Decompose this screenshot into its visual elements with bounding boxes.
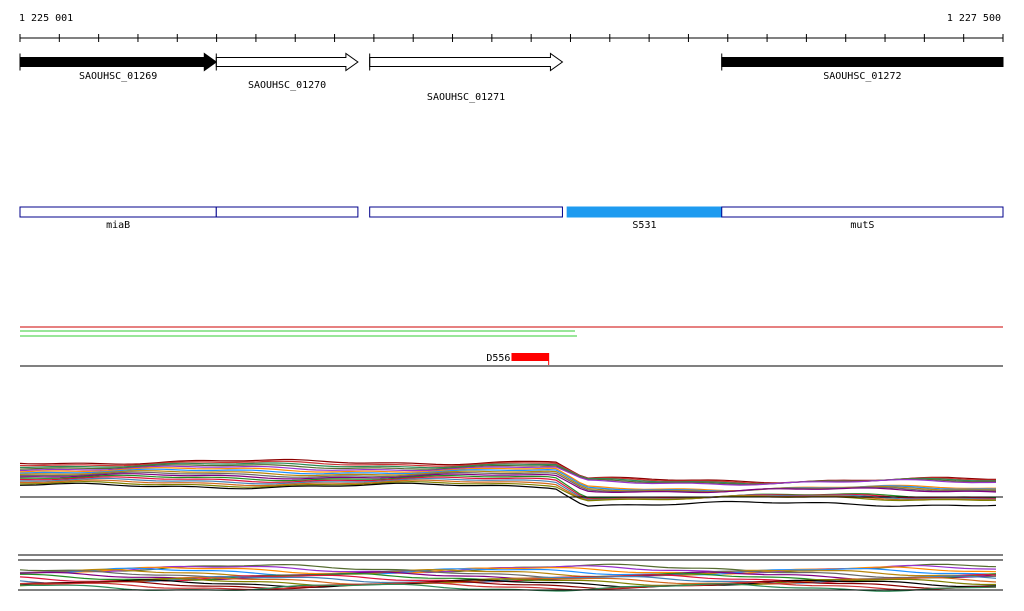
ruler-start-label: 1 225 001 xyxy=(19,13,74,24)
annotation-box[interactable] xyxy=(369,206,563,218)
coverage-line xyxy=(20,480,997,502)
coverage-line xyxy=(19,568,997,578)
coverage-line xyxy=(19,577,996,587)
coverage-line xyxy=(20,477,997,501)
coverage-line xyxy=(19,579,997,589)
gene-label[interactable]: SAOUHSC_01269 xyxy=(79,71,157,82)
annotation-box[interactable] xyxy=(721,206,1004,218)
coverage-line xyxy=(19,567,997,577)
gene-arrow[interactable] xyxy=(215,52,359,72)
gene-arrow[interactable] xyxy=(19,52,218,72)
annotation-box[interactable] xyxy=(19,206,217,218)
annotation-box[interactable] xyxy=(215,206,359,218)
feature-label[interactable]: D556 xyxy=(486,353,510,364)
annotation-label[interactable]: miaB xyxy=(106,220,130,231)
gene-label[interactable]: SAOUHSC_01270 xyxy=(248,80,326,91)
feature-marker[interactable] xyxy=(511,353,549,361)
gene-arrow[interactable] xyxy=(369,52,564,72)
coverage-line xyxy=(19,581,996,591)
ruler-end-label: 1 227 500 xyxy=(946,13,1001,24)
gene-arrow[interactable] xyxy=(721,57,1004,67)
annotation-label[interactable]: S531 xyxy=(632,220,656,231)
coverage-line xyxy=(19,465,997,486)
coverage-line xyxy=(19,570,997,579)
coverage-line xyxy=(19,580,996,590)
annotation-label[interactable]: mutS xyxy=(850,220,874,231)
gene-label[interactable]: SAOUHSC_01272 xyxy=(823,71,901,82)
gene-label[interactable]: SAOUHSC_01271 xyxy=(427,92,505,103)
annotation-box[interactable] xyxy=(566,206,723,218)
coverage-line xyxy=(19,473,997,494)
coverage-line xyxy=(19,479,997,501)
coverage-line xyxy=(19,482,997,507)
